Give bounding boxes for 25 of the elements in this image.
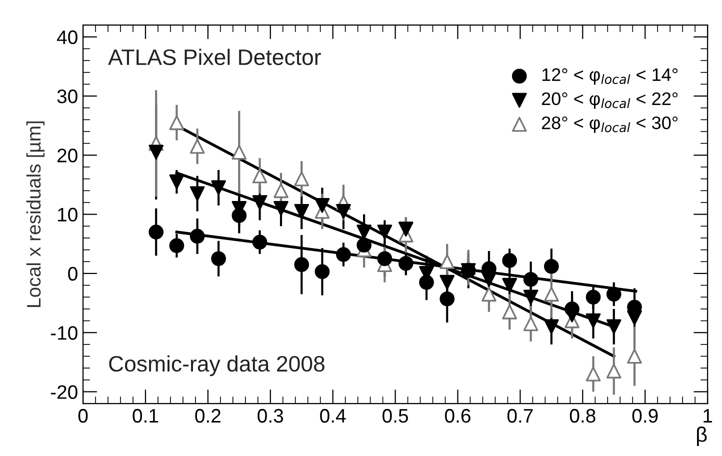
- legend-label: 28° < φ$_{local}$ < 30°: [542, 116, 678, 133]
- x-tick-label: 0.3: [258, 408, 284, 423]
- y-tick-label: -20: [50, 385, 78, 399]
- x-tick-label: 0: [78, 408, 88, 423]
- legend-label: 12° < φ$_{local}$ < 14°: [542, 68, 678, 85]
- legend-label: 20° < φ$_{local}$ < 22°: [542, 92, 678, 109]
- x-tick-label: 0.9: [632, 408, 658, 423]
- x-tick-label: 0.1: [132, 408, 158, 423]
- x-tick-label: 0.8: [570, 408, 596, 423]
- y-tick-label: 40: [56, 30, 78, 44]
- x-tick-label: 1: [704, 409, 712, 423]
- x-tick-label: 0.5: [382, 408, 408, 423]
- y-tick-label: 30: [57, 90, 78, 104]
- y-tick-label: 10: [58, 208, 78, 222]
- y-tick-label: 20: [58, 148, 78, 162]
- x-tick-label: 0.7: [507, 408, 533, 423]
- annotation: Cosmic-ray data 2008: [109, 355, 324, 376]
- annotation: ATLAS Pixel Detector: [108, 48, 321, 66]
- y-axis-title: Local x residuals [µm]: [26, 121, 45, 307]
- y-tick-label: -10: [50, 326, 78, 340]
- x-tick-label: 0.2: [195, 408, 220, 423]
- x-tick-label: 0.6: [444, 408, 470, 423]
- y-tick-label: 0: [68, 266, 78, 281]
- x-tick-label: 0.4: [320, 408, 346, 423]
- x-axis-title: β: [697, 426, 707, 446]
